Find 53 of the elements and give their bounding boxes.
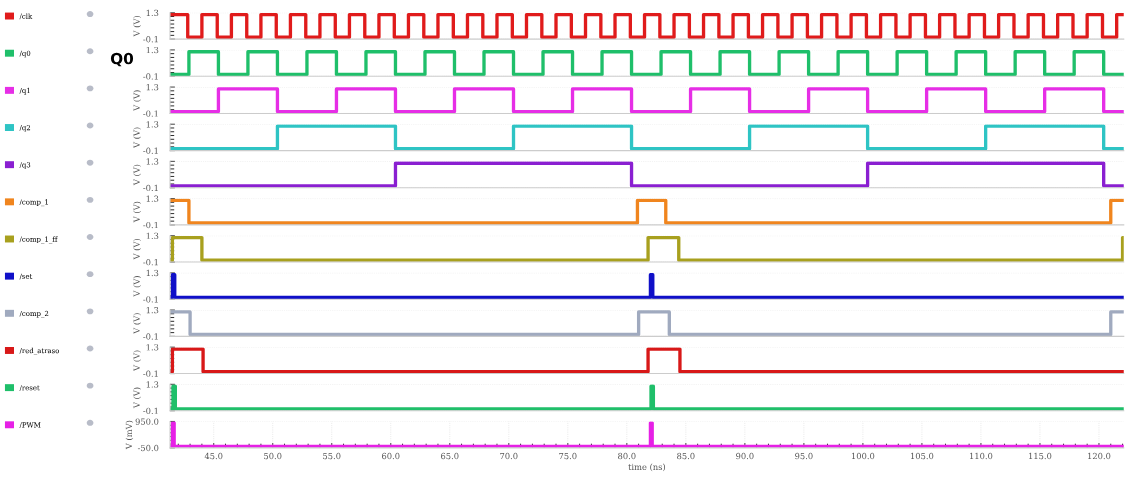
y-tick-label: 1.3 [146, 195, 159, 202]
x-tick-label: 105.0 [911, 452, 934, 460]
y-axis-title: V (mV) [125, 420, 134, 450]
x-tick-label: 80.0 [618, 452, 636, 460]
y-tick-label: 1.3 [146, 344, 159, 351]
y-tick-label: 1.3 [146, 158, 159, 165]
y-tick-label: -0.1 [143, 407, 158, 414]
y-axis-title: V (V) [133, 164, 142, 186]
y-tick-label: 1.3 [146, 46, 159, 54]
y-tick-label: -0.1 [143, 259, 158, 266]
y-axis-title: V (V) [133, 387, 142, 409]
y-tick-label: -0.1 [143, 147, 158, 154]
y-tick-label: 1.3 [146, 381, 159, 388]
y-tick-label: 1.3 [146, 232, 159, 239]
x-tick-label: 100.0 [851, 452, 875, 460]
y-tick-label: -0.1 [143, 333, 158, 340]
x-tick-label: 65.0 [441, 452, 459, 460]
y-axis-title: V (V) [133, 127, 142, 149]
x-tick-label: 60.0 [382, 452, 400, 460]
y-tick-label: 1.3 [146, 84, 159, 91]
y-tick-label: -50.0 [137, 444, 159, 452]
y-axis-title: V (V) [133, 276, 142, 297]
x-tick-label: 120.0 [1088, 452, 1111, 460]
y-tick-label: 1.3 [146, 9, 159, 17]
y-tick-label: -0.1 [143, 36, 158, 43]
y-axis-title: V (V) [133, 90, 142, 111]
y-axis-title: V (V) [133, 201, 142, 223]
x-tick-label: 70.0 [500, 452, 518, 460]
x-tick-label: 95.0 [795, 452, 813, 460]
y-tick-label: -0.1 [143, 296, 158, 303]
y-tick-label: 1.3 [146, 269, 159, 277]
x-tick-label: 90.0 [736, 452, 754, 460]
y-tick-label: 950.0 [135, 418, 159, 425]
y-axis-title: V (V) [133, 350, 142, 372]
y-tick-label: -0.1 [143, 184, 158, 192]
y-tick-label: -0.1 [143, 221, 158, 229]
y-tick-label: -0.1 [143, 73, 158, 80]
x-tick-label: 50.0 [264, 452, 282, 460]
y-axis-title: V (V) [133, 238, 142, 260]
x-tick-label: 115.0 [1029, 452, 1052, 460]
x-tick-label: 45.0 [204, 452, 223, 460]
y-tick-label: 1.3 [146, 121, 159, 128]
y-tick-label: -0.1 [143, 110, 158, 117]
y-axis-title: V (V) [133, 313, 142, 334]
x-tick-label: 55.0 [323, 452, 341, 460]
y-axis-title: V (V) [133, 15, 142, 37]
y-tick-label: -0.1 [143, 370, 158, 377]
x-tick-label: 75.0 [559, 452, 577, 460]
x-tick-label: 85.0 [677, 452, 695, 460]
x-tick-label: 110.0 [970, 452, 993, 460]
y-tick-label: 1.3 [146, 306, 159, 314]
text: Q0 [110, 52, 134, 67]
x-axis-title: time (ns) [628, 463, 666, 472]
